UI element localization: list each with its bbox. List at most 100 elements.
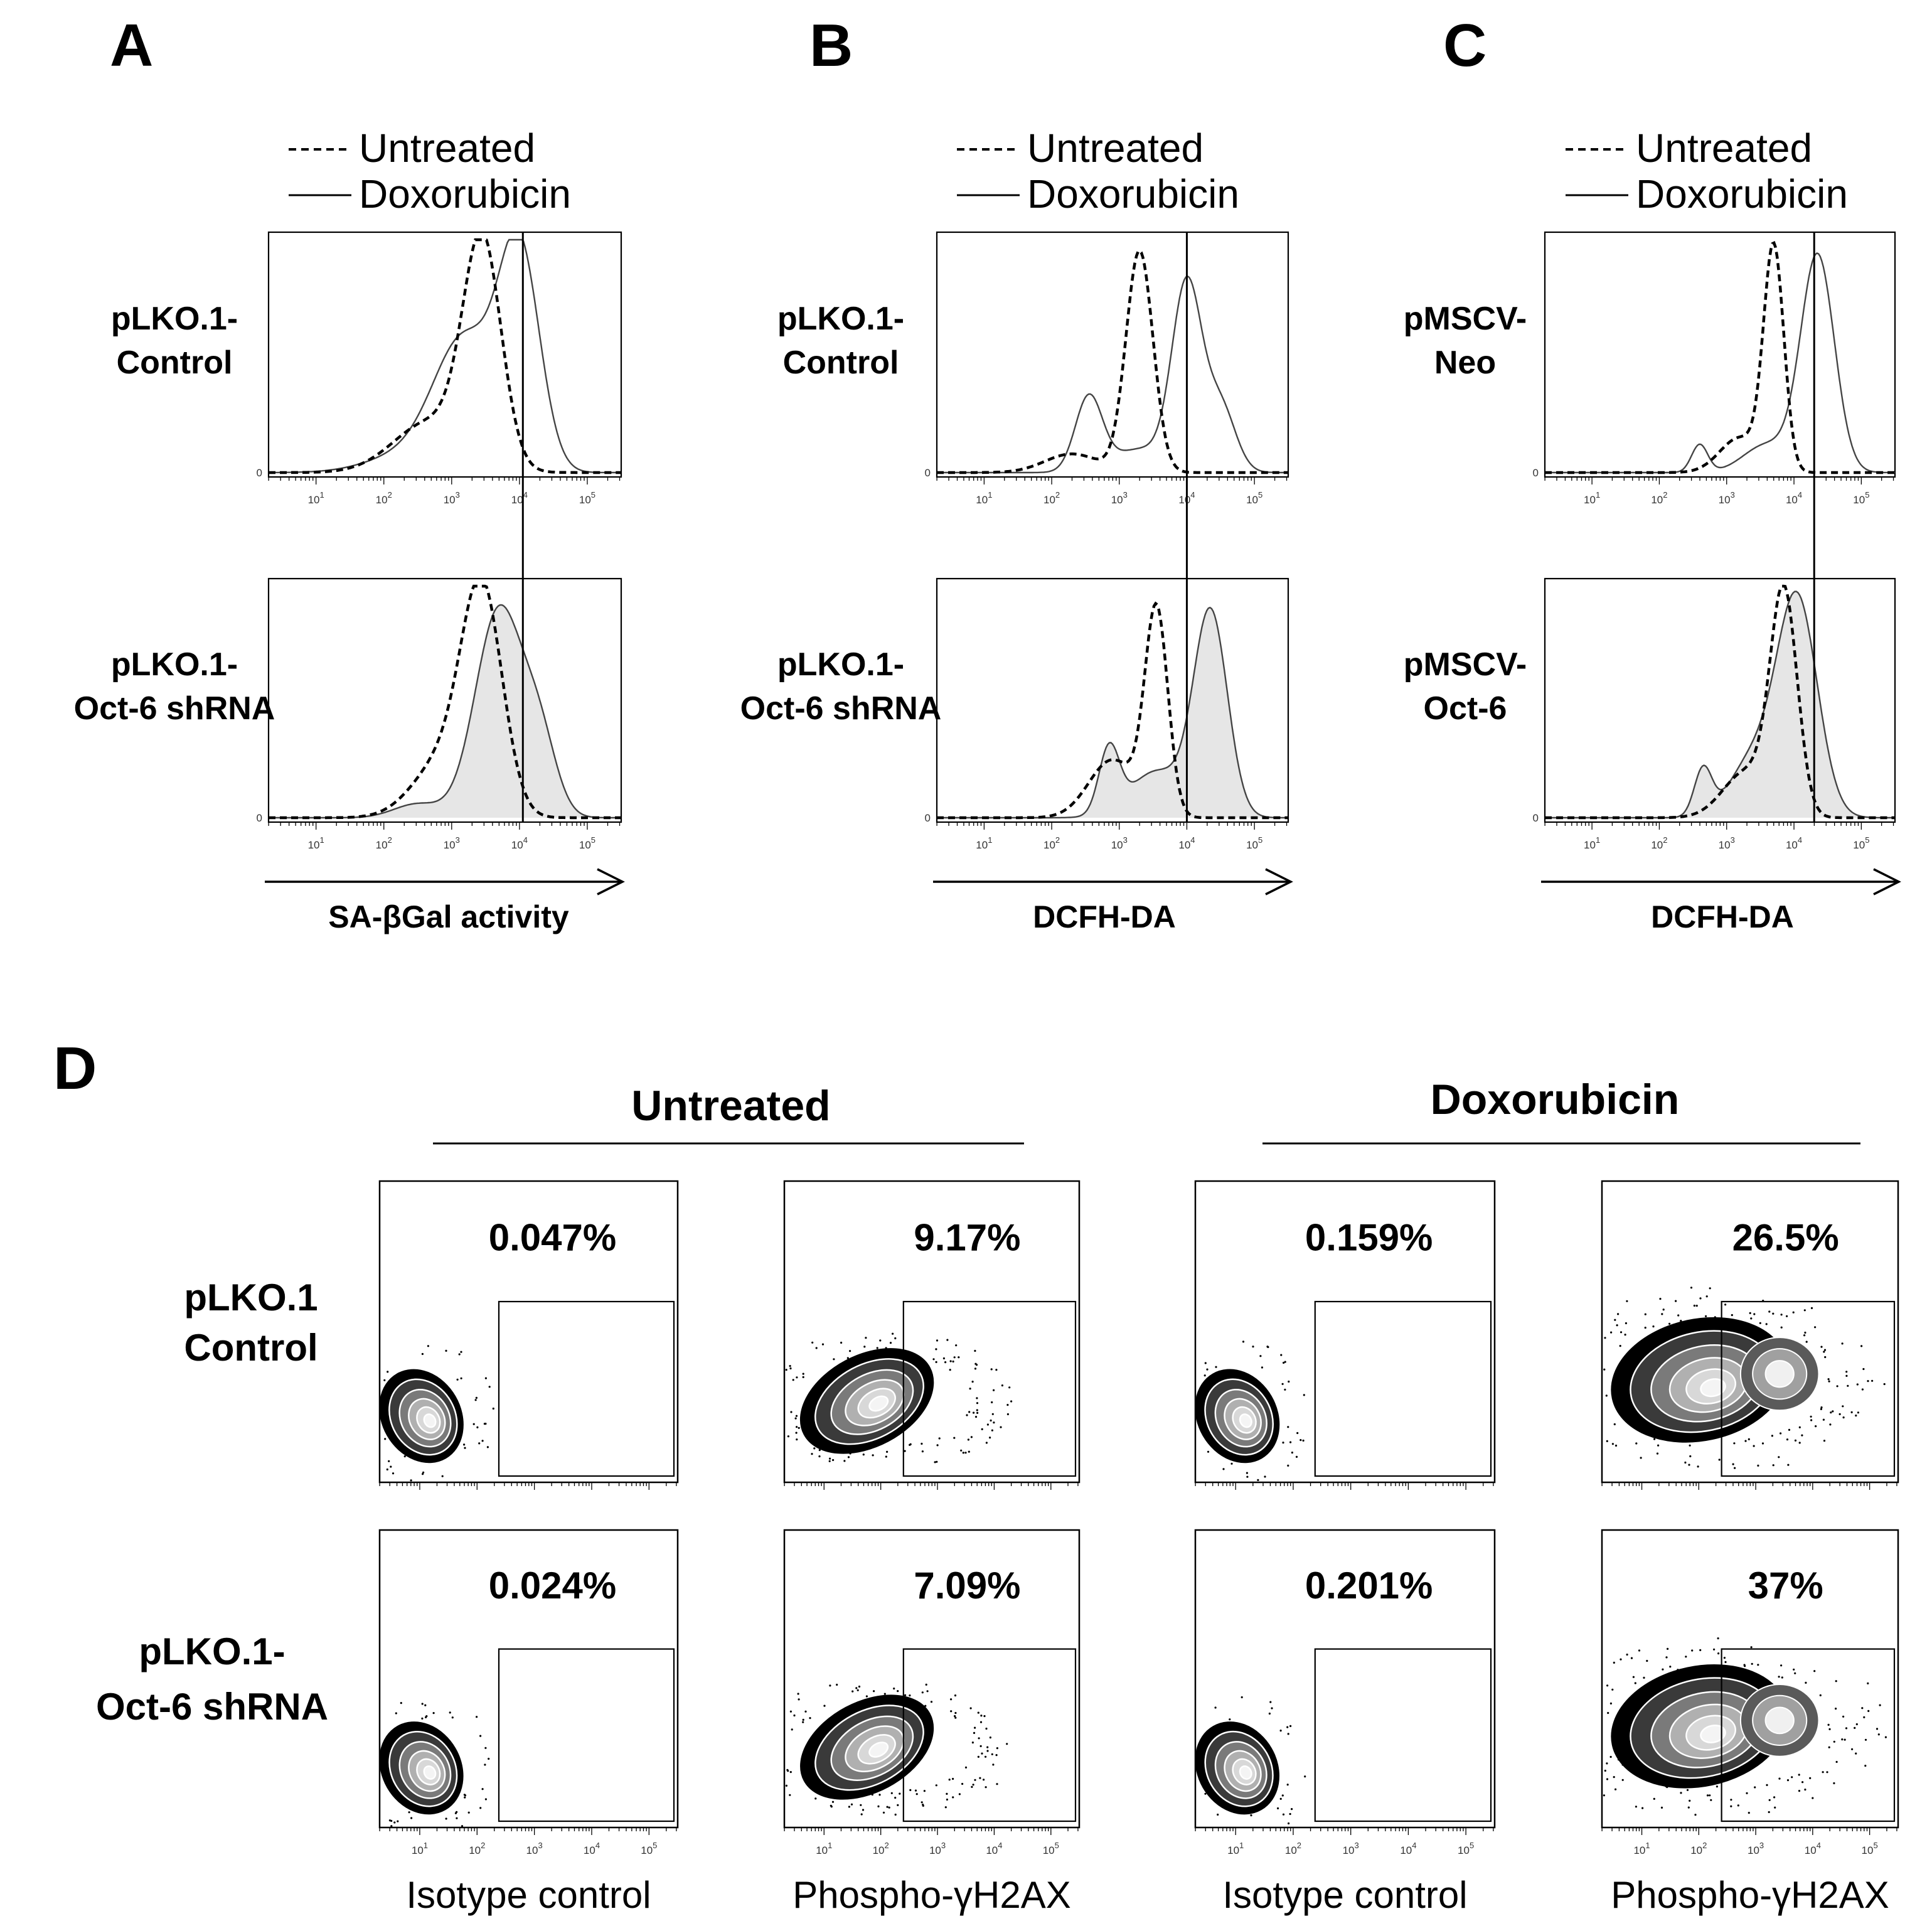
scatter-dot [1733,1442,1736,1445]
scatter-dot [873,1690,875,1693]
scatter-dot [1271,1707,1273,1710]
scatter-dot [1867,1682,1869,1684]
scatter-dot [1794,1672,1796,1674]
scatter-dot [1792,1311,1795,1314]
scatter-dot [1614,1788,1617,1790]
scatter-dot [1610,1331,1613,1334]
scatter-dot [993,1389,995,1391]
scatter-dot [1289,1812,1291,1816]
scatter-dot [789,1794,791,1796]
scatter-dot [1759,1322,1761,1324]
scatter-dot [952,1796,954,1799]
scatter-dot [1279,1730,1282,1732]
scatter-dot [1835,1760,1838,1763]
scatter-dot [1621,1779,1624,1781]
scatter-dot [915,1793,918,1795]
scatter-dot [1300,1439,1302,1442]
scatter-dot [964,1766,968,1768]
x-tick-label: 102 [873,1841,889,1856]
scatter-dot [1861,1388,1864,1391]
scatter-dot [964,1452,967,1454]
x-tick-label: 101 [1227,1841,1244,1856]
scatter-dot [408,1811,410,1814]
scatter-dot [1646,1659,1648,1662]
scatter-dot [995,1369,998,1371]
scatter-dot [1824,1356,1827,1359]
scatter-dot [1638,1649,1641,1652]
scatter-dot [1690,1287,1693,1289]
scatter-dot [1609,1702,1612,1704]
row-label-line2: Control [117,345,233,381]
contour-level [1239,1413,1252,1428]
scatter-dot [921,1442,923,1445]
scatter-dot [463,1443,466,1446]
scatter-dot [1689,1455,1692,1458]
scatter-dot [1204,1362,1207,1364]
scatter-dot [948,1779,951,1781]
scatter-dot [387,1371,389,1373]
scatter-dot [1780,1432,1782,1435]
scatter-dot [1772,1312,1775,1315]
untreated-curve [269,238,621,474]
scatter-dot [464,1796,466,1799]
scatter-dot [1668,1322,1671,1325]
scatter-dot [829,1684,831,1687]
scatter-dot [823,1704,826,1707]
scatter-dot [936,1339,939,1342]
scatter-dot [1286,1784,1289,1786]
scatter-dot [1257,1479,1259,1481]
scatter-dot [1876,1728,1879,1730]
scatter-dot [833,1358,835,1361]
contour-plot: 101 102 103 104 105 0.201% [1194,1529,1496,1856]
x-tick-label: 105 [1458,1841,1474,1856]
legend-untreated: Untreated [1636,126,1812,171]
gate-percent: 37% [1748,1565,1823,1607]
scatter-dot [1222,1468,1225,1470]
scatter-dot [1288,1380,1290,1383]
scatter-dot [1289,1725,1292,1727]
legend-doxorubicin: Doxorubicin [1636,171,1848,217]
scatter-dot [1768,1811,1770,1814]
scatter-dot [944,1361,947,1364]
scatter-dot [865,1337,867,1339]
scatter-dot [857,1689,859,1691]
scatter-dot [1737,1804,1739,1807]
scatter-dot [1787,1463,1790,1466]
row-label-line2: Control [184,1327,318,1369]
x-tick-label: 104 [584,1841,600,1856]
scatter-dot [1864,1738,1867,1741]
scatter-dot [981,1752,983,1755]
scatter-dot [1780,1314,1783,1316]
scatter-dot [1605,1394,1608,1397]
scatter-dot [960,1449,963,1452]
row-label-line2: Oct-6 [1424,690,1507,727]
scatter-dot [410,1817,413,1819]
scatter-dot [1798,1426,1801,1428]
scatter-dot [486,1446,489,1448]
scatter-dot [1778,1777,1781,1780]
scatter-dot [1614,1319,1616,1321]
scatter-dot [879,1339,882,1342]
scatter-dot [1761,1442,1764,1445]
contour-plot: 9.17% [783,1180,1081,1490]
scatter-dot [1624,1334,1626,1336]
scatter-dot [484,1377,488,1379]
scatter-dot [1660,1806,1663,1809]
scatter-dot [981,1428,983,1430]
scatter-dot [1653,1438,1656,1440]
scatter-dot [950,1710,953,1713]
scatter-dot [1680,1792,1682,1794]
scatter-dot [1268,1712,1271,1715]
scatter-dot [990,1368,993,1371]
scatter-dot [1008,1386,1011,1389]
scatter-dot [949,1360,952,1362]
scatter-dot [454,1812,457,1814]
x-tick-label: 104 [1805,1841,1821,1856]
scatter-dot [1814,1326,1817,1329]
scatter-dot [797,1693,799,1695]
scatter-dot [475,1396,478,1399]
gate-rectangle [902,1300,1077,1477]
scatter-dot [831,1801,835,1803]
legend-untreated: Untreated [359,126,535,171]
y-tick-zero: 0 [925,467,931,479]
